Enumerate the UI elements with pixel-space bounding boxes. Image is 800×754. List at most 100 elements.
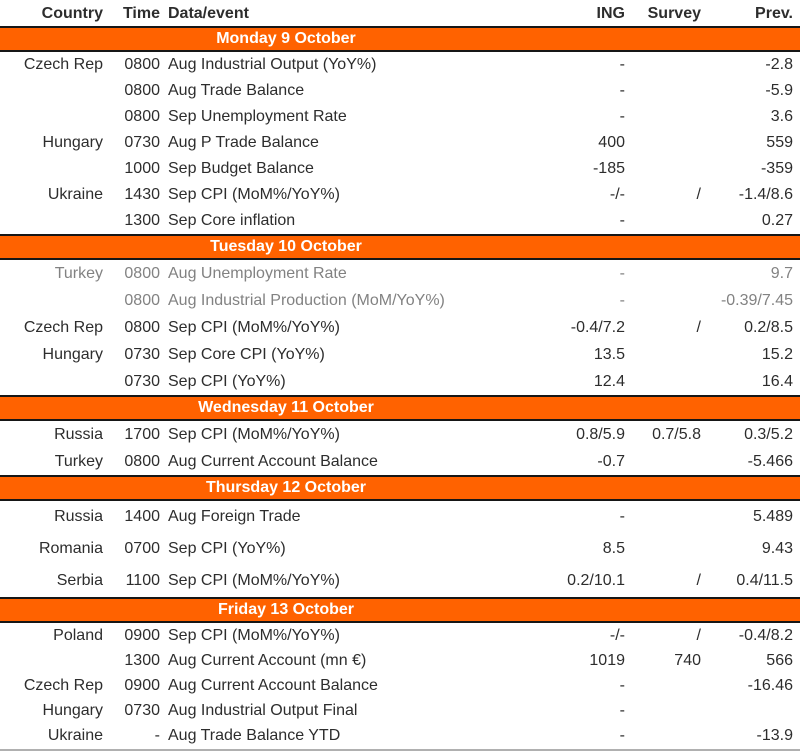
table-row: Ukraine 1430 Sep CPI (MoM%/YoY%) -/- / -1.4/8… <box>0 182 800 208</box>
day-section-rows: Turkey 0800 Aug Unemployment Rate - 9.7 0800 A… <box>0 260 800 395</box>
table-row: 0800 Aug Industrial Production (MoM/YoY%)… <box>0 287 800 314</box>
table-row: Russia 1700 Sep CPI (MoM%/YoY%) 0.8/5.9 0.7/… <box>0 421 800 448</box>
table-row: 0800 Aug Trade Balance - -5.9 <box>0 78 800 104</box>
prev-cell: 16.4 <box>761 372 793 390</box>
table-row: Turkey 0800 Aug Unemployment Rate - 9.7 <box>0 260 800 287</box>
prev-cell: -16.46 <box>747 676 793 694</box>
time-cell: 0900 <box>124 676 160 694</box>
time-cell: 0800 <box>124 108 160 125</box>
event-cell: Sep Budget Balance <box>168 160 314 177</box>
time-cell: 1100 <box>125 572 160 589</box>
ing-cell: -0.4/7.2 <box>570 318 625 336</box>
time-cell: 0730 <box>124 701 160 719</box>
country-cell: Poland <box>53 626 103 644</box>
table-row: Hungary 0730 Aug Industrial Output Final - <box>0 698 800 723</box>
event-cell: Aug Current Account (mn €) <box>168 651 367 669</box>
prev-cell: -0.4/8.2 <box>738 626 793 644</box>
event-cell: Sep Core inflation <box>168 212 296 229</box>
table-row: 0730 Sep CPI (YoY%) 12.4 16.4 <box>0 368 800 395</box>
event-cell: Sep CPI (MoM%/YoY%) <box>168 186 340 203</box>
event-cell: Sep CPI (MoM%/YoY%) <box>168 572 340 589</box>
day-section-rows: Russia 1700 Sep CPI (MoM%/YoY%) 0.8/5.9 0.7/… <box>0 421 800 475</box>
ing-cell: 8.5 <box>602 540 625 557</box>
event-cell: Aug Current Account Balance <box>168 452 378 470</box>
event-cell: Sep CPI (YoY%) <box>168 372 286 390</box>
time-cell: 0800 <box>124 291 160 309</box>
ing-cell: - <box>619 108 625 125</box>
ing-cell: 0.2/10.1 <box>567 572 625 589</box>
time-cell: 0700 <box>124 540 160 557</box>
prev-cell: 9.43 <box>761 540 793 557</box>
time-cell: 0730 <box>124 372 160 390</box>
ing-cell: - <box>619 291 625 309</box>
country-cell: Czech Rep <box>23 676 103 694</box>
table-row: 0800 Sep Unemployment Rate - 3.6 <box>0 104 800 130</box>
ing-cell: 12.4 <box>593 372 625 390</box>
prev-cell: -1.4/8.6 <box>738 186 793 203</box>
ing-cell: - <box>619 676 625 694</box>
event-cell: Sep CPI (YoY%) <box>168 540 286 557</box>
time-cell: 0800 <box>124 264 160 282</box>
day-section-rows: Poland 0900 Sep CPI (MoM%/YoY%) -/- / -0.4/8.… <box>0 623 800 748</box>
ing-cell: - <box>619 508 625 525</box>
event-cell: Aug Trade Balance YTD <box>168 726 341 744</box>
country-cell: Russia <box>54 508 103 525</box>
column-header-country: Country <box>41 5 103 22</box>
ing-cell: -/- <box>609 626 625 644</box>
time-cell: 0800 <box>124 452 160 470</box>
ing-cell: - <box>619 212 625 229</box>
table-row: Hungary 0730 Aug P Trade Balance 400 559 <box>0 130 800 156</box>
ing-cell: -185 <box>592 160 625 177</box>
prev-cell: -13.9 <box>756 726 793 744</box>
time-cell: 1000 <box>124 160 160 177</box>
ing-cell: 400 <box>598 134 625 151</box>
event-cell: Aug Industrial Output (YoY%) <box>168 56 377 73</box>
country-cell: Czech Rep <box>23 56 103 73</box>
table-row: Turkey 0800 Aug Current Account Balance -0.… <box>0 448 800 475</box>
bottom-divider <box>0 749 800 751</box>
time-cell: 0800 <box>124 318 160 336</box>
table-row: 1300 Aug Current Account (mn €) 1019 740 566 <box>0 648 800 673</box>
day-banner-title: Friday 13 October <box>217 601 355 618</box>
day-banner-title: Wednesday 11 October <box>198 399 374 416</box>
event-cell: Sep Core CPI (YoY%) <box>168 345 325 363</box>
day-banner: Tuesday 10 October <box>0 234 800 260</box>
table-row: 1000 Sep Budget Balance -185 -359 <box>0 156 800 182</box>
time-cell: 1430 <box>124 186 160 203</box>
table-row: Russia 1400 Aug Foreign Trade - 5.489 <box>0 501 800 533</box>
day-banner-title: Monday 9 October <box>216 30 356 47</box>
ing-cell: 1019 <box>589 651 625 669</box>
country-cell: Turkey <box>54 264 103 282</box>
column-header-data-event: Data/event <box>168 5 249 22</box>
day-section-rows: Russia 1400 Aug Foreign Trade - 5.489 Romania… <box>0 501 800 597</box>
ing-cell: -0.7 <box>597 452 625 470</box>
column-header-ing: ING <box>596 5 625 22</box>
table-row: Poland 0900 Sep CPI (MoM%/YoY%) -/- / -0.4/8.… <box>0 623 800 648</box>
prev-cell: 9.7 <box>770 264 793 282</box>
time-cell: 0730 <box>124 134 160 151</box>
day-banner-title: Thursday 12 October <box>205 479 367 496</box>
ing-cell: - <box>619 264 625 282</box>
survey-cell: / <box>696 186 701 203</box>
time-cell: 1300 <box>124 212 160 229</box>
prev-cell: -2.8 <box>765 56 793 73</box>
country-cell: Romania <box>38 540 103 557</box>
table-row: Czech Rep 0800 Sep CPI (MoM%/YoY%) -0.4/7.2… <box>0 314 800 341</box>
time-cell: 0800 <box>124 82 160 99</box>
calendar-sections: Monday 9 October Czech Rep 0800 Aug Industr… <box>0 26 800 748</box>
time-cell: 1300 <box>124 651 160 669</box>
event-cell: Sep CPI (MoM%/YoY%) <box>168 318 340 336</box>
event-cell: Aug Industrial Production (MoM/YoY%) <box>168 291 445 309</box>
prev-cell: 15.2 <box>761 345 793 363</box>
column-header-time: Time <box>122 5 160 22</box>
prev-cell: 566 <box>766 651 793 669</box>
prev-cell: -5.466 <box>747 452 793 470</box>
event-cell: Aug Industrial Output Final <box>168 701 358 719</box>
time-cell: 0730 <box>124 345 160 363</box>
event-cell: Aug Current Account Balance <box>168 676 378 694</box>
prev-cell: -5.9 <box>765 82 793 99</box>
ing-cell: - <box>619 56 625 73</box>
event-cell: Sep CPI (MoM%/YoY%) <box>168 626 340 644</box>
table-row: Romania 0700 Sep CPI (YoY%) 8.5 9.43 <box>0 533 800 565</box>
